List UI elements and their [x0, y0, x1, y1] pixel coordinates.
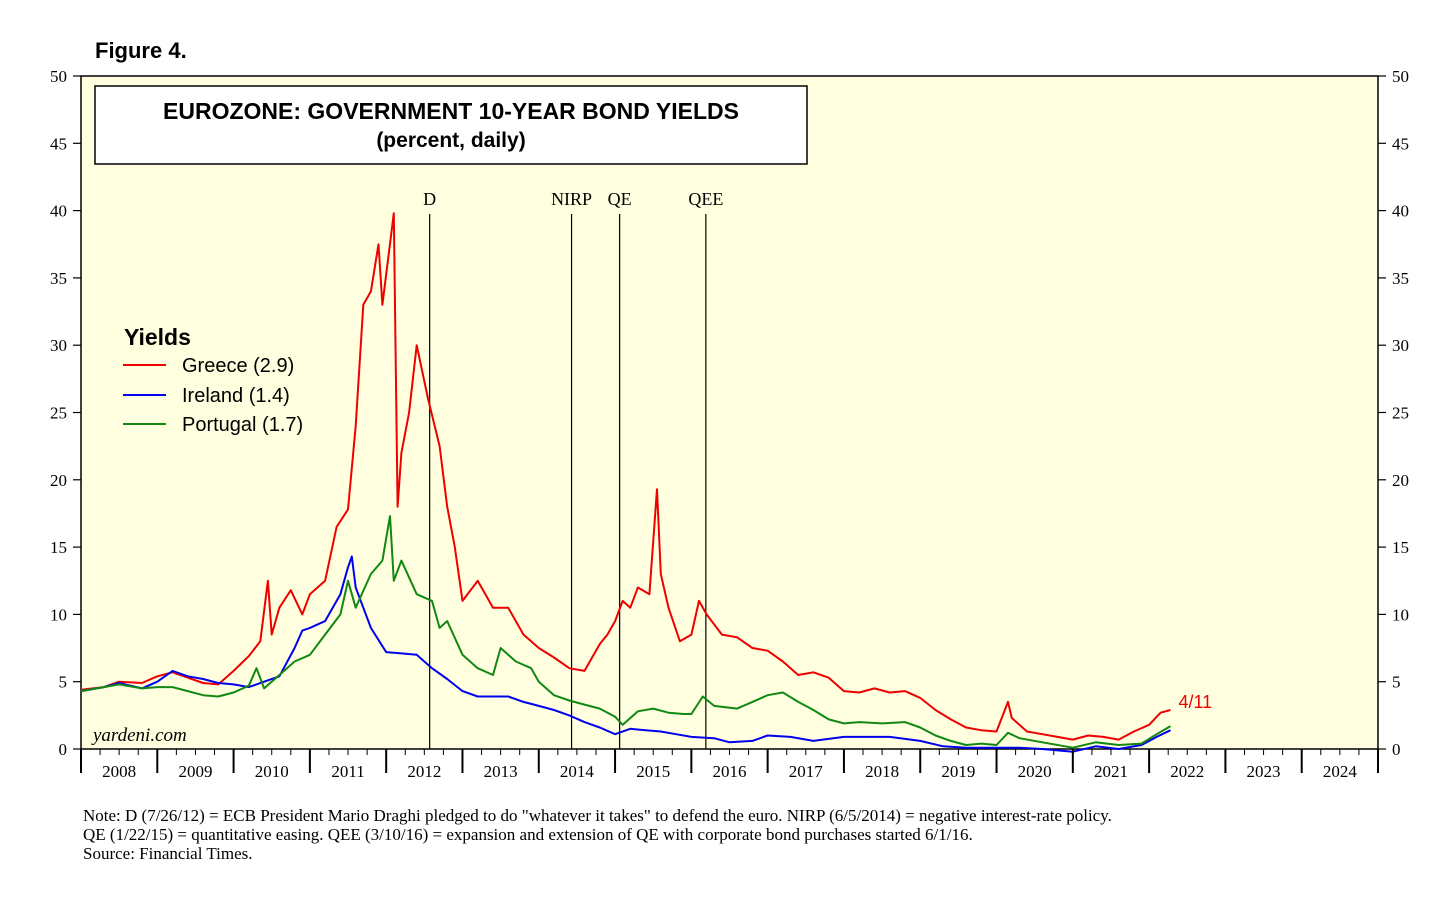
y-tick-label-left: 50 — [50, 67, 67, 86]
x-tick-label: 2016 — [713, 762, 747, 781]
note-line: QE (1/22/15) = quantitative easing. QEE … — [83, 825, 973, 844]
watermark: yardeni.com — [91, 725, 187, 746]
event-label-qee: QEE — [688, 189, 723, 209]
x-tick-label: 2012 — [407, 762, 441, 781]
y-tick-label-right: 15 — [1392, 538, 1409, 557]
legend-label-ireland: Ireland (1.4) — [182, 385, 290, 407]
x-tick-label: 2014 — [560, 762, 595, 781]
x-tick-label: 2013 — [484, 762, 518, 781]
note-line: Note: D (7/26/12) = ECB President Mario … — [83, 806, 1112, 825]
y-tick-label-left: 35 — [50, 269, 67, 288]
x-tick-label: 2023 — [1247, 762, 1281, 781]
event-label-nirp: NIRP — [551, 189, 592, 209]
x-tick-label: 2022 — [1170, 762, 1204, 781]
chart-title: EUROZONE: GOVERNMENT 10-YEAR BOND YIELDS — [163, 98, 739, 124]
series-line-portugal — [80, 515, 1172, 749]
y-tick-label-left: 30 — [50, 336, 67, 355]
notes: Note: D (7/26/12) = ECB President Mario … — [83, 806, 1403, 863]
x-tick-label: 2015 — [636, 762, 670, 781]
y-tick-label-right: 5 — [1392, 673, 1401, 692]
figure-label: Figure 4. — [95, 38, 187, 63]
y-tick-label-right: 25 — [1392, 404, 1409, 423]
series-line-ireland — [80, 555, 1171, 753]
y-tick-label-right: 45 — [1392, 134, 1409, 153]
y-tick-label-left: 25 — [50, 404, 67, 423]
x-tick-label: 2020 — [1018, 762, 1052, 781]
y-tick-label-left: 5 — [59, 673, 68, 692]
event-label-qe: QE — [608, 189, 632, 209]
source-line: Source: Financial Times. — [83, 844, 253, 863]
x-tick-label: 2019 — [941, 762, 975, 781]
y-tick-label-left: 0 — [59, 740, 68, 759]
x-tick-label: 2011 — [331, 762, 364, 781]
y-tick-label-right: 30 — [1392, 336, 1409, 355]
y-tick-label-right: 50 — [1392, 67, 1409, 86]
y-tick-label-right: 10 — [1392, 605, 1409, 624]
x-tick-label: 2009 — [178, 762, 212, 781]
y-tick-label-right: 40 — [1392, 202, 1409, 221]
x-tick-label: 2010 — [255, 762, 289, 781]
x-tick-label: 2018 — [865, 762, 899, 781]
title-box — [94, 85, 808, 165]
x-tick-label: 2024 — [1323, 762, 1358, 781]
y-tick-label-right: 20 — [1392, 471, 1409, 490]
y-tick-label-left: 10 — [50, 605, 67, 624]
end-date-annotation: 4/11 — [1178, 692, 1212, 712]
x-tick-label: 2017 — [789, 762, 824, 781]
y-tick-label-left: 15 — [50, 538, 67, 557]
y-tick-label-right: 0 — [1392, 740, 1401, 759]
y-tick-label-left: 40 — [50, 202, 67, 221]
legend-label-portugal: Portugal (1.7) — [182, 414, 303, 436]
plot-area — [80, 75, 1379, 750]
chart-subtitle: (percent, daily) — [376, 129, 525, 152]
x-tick-label: 2008 — [102, 762, 136, 781]
x-tick-label: 2021 — [1094, 762, 1128, 781]
legend-title: Yields — [124, 324, 191, 350]
series-line-greece — [80, 212, 1171, 741]
y-tick-label-right: 35 — [1392, 269, 1409, 288]
y-tick-label-left: 45 — [50, 134, 67, 153]
legend-label-greece: Greece (2.9) — [182, 355, 294, 377]
event-label-d: D — [423, 189, 436, 209]
y-tick-label-left: 20 — [50, 471, 67, 490]
legend: Yields Greece (2.9) Ireland (1.4) Portug… — [123, 324, 303, 436]
